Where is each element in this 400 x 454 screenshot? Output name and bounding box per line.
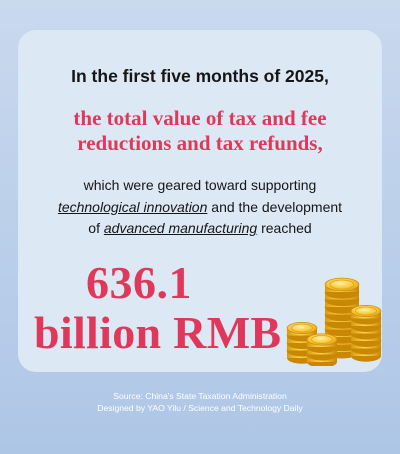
body-line-2-rest: and the development <box>207 198 343 215</box>
designer-credit: Designed by YAO Yilu / Science and Techn… <box>97 403 303 413</box>
subheadline-line-2: reductions and tax refunds, <box>77 131 323 155</box>
body-line-1: which were geared toward supporting <box>83 177 317 193</box>
body-line-3-prefix: of <box>88 220 104 236</box>
key-figure: 636.1 billion RMB <box>34 258 281 358</box>
gold-coin-stacks-icon <box>286 277 382 366</box>
headline: In the first five months of 2025, <box>71 66 329 86</box>
figure-unit: billion RMB <box>34 307 282 358</box>
subheadline-line-1: the total value of tax and fee <box>73 106 327 130</box>
source-credit: Source: China's State Taxation Administr… <box>113 391 287 401</box>
body-line-3-suffix: reached <box>257 220 312 236</box>
body-text: which were geared toward supporting tech… <box>0 175 400 240</box>
info-card <box>18 30 382 372</box>
credits: Source: China's State Taxation Administr… <box>0 390 400 414</box>
highlight-advanced-manufacturing: advanced manufacturing <box>103 220 258 236</box>
figure-value: 636.1 <box>86 257 192 308</box>
subheadline: the total value of tax and fee reduction… <box>0 106 400 156</box>
highlight-technological-innovation: technological innovation <box>57 198 208 215</box>
